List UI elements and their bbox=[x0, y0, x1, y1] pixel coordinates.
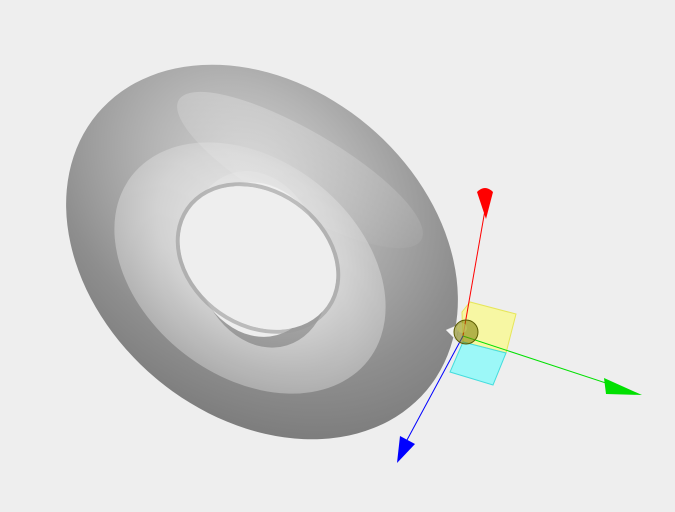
arrow-head-icon[interactable] bbox=[397, 436, 415, 463]
axis-y-line[interactable] bbox=[462, 209, 486, 337]
torus-object[interactable] bbox=[0, 0, 533, 512]
center-handle[interactable] bbox=[453, 319, 479, 345]
torus-highlight bbox=[177, 91, 423, 249]
arrow-head-icon[interactable] bbox=[477, 188, 493, 219]
axis-x-line[interactable] bbox=[462, 335, 613, 386]
plane-handle-xz[interactable] bbox=[449, 341, 507, 386]
translate-gizmo[interactable] bbox=[397, 188, 642, 463]
axis-z-line[interactable] bbox=[406, 335, 464, 441]
torus-hole-edge bbox=[175, 182, 341, 334]
torus-hole bbox=[179, 186, 337, 330]
center-handle-highlight bbox=[457, 323, 467, 333]
arrow-head-icon[interactable] bbox=[604, 378, 642, 395]
